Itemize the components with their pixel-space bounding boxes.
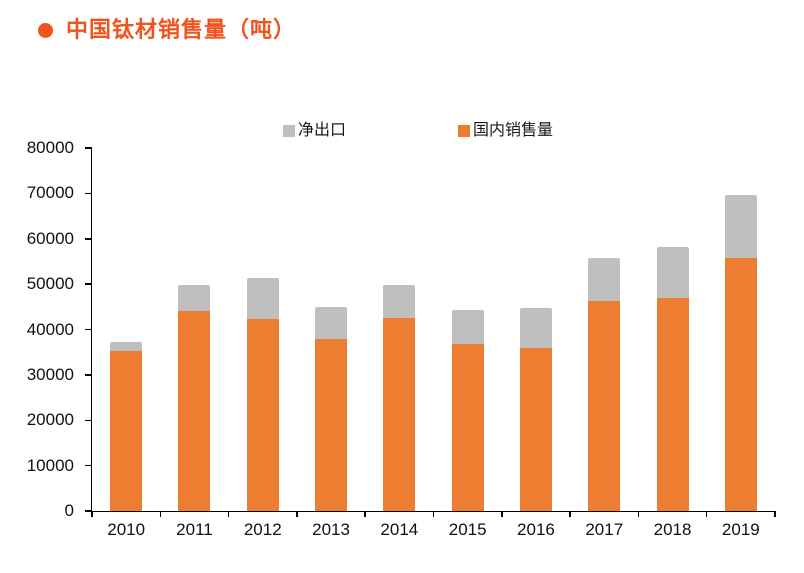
legend-label-net-export: 净出口	[298, 122, 347, 139]
y-tick-mark	[85, 328, 91, 331]
y-axis-line	[90, 147, 92, 512]
x-tick-mark	[227, 511, 230, 517]
x-tick-label-2014: 2014	[380, 520, 419, 539]
y-tick-mark	[85, 464, 91, 467]
bar-2017-domestic-sales	[588, 301, 621, 511]
x-tick-label-2017: 2017	[585, 520, 624, 539]
figure-title: 中国钛材销售量（吨）	[66, 17, 297, 42]
bar-2010-domestic-sales	[110, 350, 143, 511]
bar-2016-net-export	[519, 308, 552, 348]
y-tick-label: 20000	[26, 410, 74, 430]
y-tick-mark	[85, 238, 91, 240]
legend-swatch-net-export-icon	[283, 125, 295, 137]
legend-item-domestic-sales: 国内销售量	[458, 123, 553, 139]
bar-2017-net-export	[588, 258, 621, 302]
y-tick-mark	[85, 192, 91, 195]
bar-2011-domestic-sales	[178, 310, 211, 511]
bar-2018-net-export	[656, 247, 689, 299]
y-tick-label: 50000	[26, 274, 74, 294]
x-tick-label-2013: 2013	[312, 520, 350, 539]
bar-2012-net-export	[246, 278, 279, 320]
x-tick-mark	[296, 511, 298, 517]
bar-2019-domestic-sales	[724, 257, 757, 511]
bar-2015-net-export	[451, 309, 484, 345]
x-axis-line	[90, 510, 776, 512]
x-tick-label-2018: 2018	[653, 520, 692, 539]
bar-2014-net-export	[383, 284, 416, 319]
bar-2011-net-export	[178, 285, 211, 311]
bar-2012-domestic-sales	[246, 319, 279, 511]
bar-2010-net-export	[110, 341, 143, 351]
bar-2014-domestic-sales	[383, 318, 416, 511]
bar-2018-domestic-sales	[656, 298, 689, 511]
y-tick-mark	[85, 147, 91, 149]
legend-label-domestic-sales: 国内销售量	[473, 122, 554, 139]
x-tick-mark	[569, 511, 571, 517]
x-tick-label-2012: 2012	[243, 520, 282, 539]
y-tick-label: 40000	[26, 319, 74, 339]
bar-2019-net-export	[724, 194, 757, 258]
y-tick-label: 0	[64, 501, 74, 520]
y-tick-label: 70000	[26, 183, 74, 203]
legend-swatch-domestic-sales-icon	[458, 125, 470, 137]
y-tick-label: 80000	[26, 138, 74, 157]
y-tick-label: 10000	[26, 455, 74, 475]
x-tick-mark	[364, 511, 366, 517]
x-tick-label-2010: 2010	[107, 520, 146, 539]
x-tick-label-2011: 2011	[176, 520, 213, 539]
x-tick-mark	[774, 511, 776, 517]
x-tick-mark	[705, 511, 708, 517]
circle-bullet-icon	[38, 23, 53, 38]
bar-2016-domestic-sales	[519, 347, 552, 511]
x-tick-mark	[501, 511, 503, 517]
y-tick-mark	[85, 283, 91, 285]
x-tick-label-2019: 2019	[721, 520, 760, 539]
x-tick-mark	[432, 511, 435, 517]
y-tick-label: 30000	[26, 364, 74, 384]
bar-2015-domestic-sales	[451, 344, 484, 511]
y-tick-mark	[85, 419, 91, 421]
x-tick-mark	[637, 511, 640, 517]
x-tick-mark	[159, 511, 162, 517]
x-tick-label-2015: 2015	[448, 520, 487, 539]
legend-item-net-export: 净出口	[283, 123, 346, 139]
y-tick-label: 60000	[26, 228, 74, 248]
y-tick-mark	[85, 510, 91, 512]
bar-2013-domestic-sales	[315, 339, 348, 511]
y-tick-mark	[85, 374, 91, 376]
x-tick-mark	[91, 511, 93, 517]
bar-2013-net-export	[315, 306, 348, 340]
x-tick-label-2016: 2016	[517, 520, 555, 539]
